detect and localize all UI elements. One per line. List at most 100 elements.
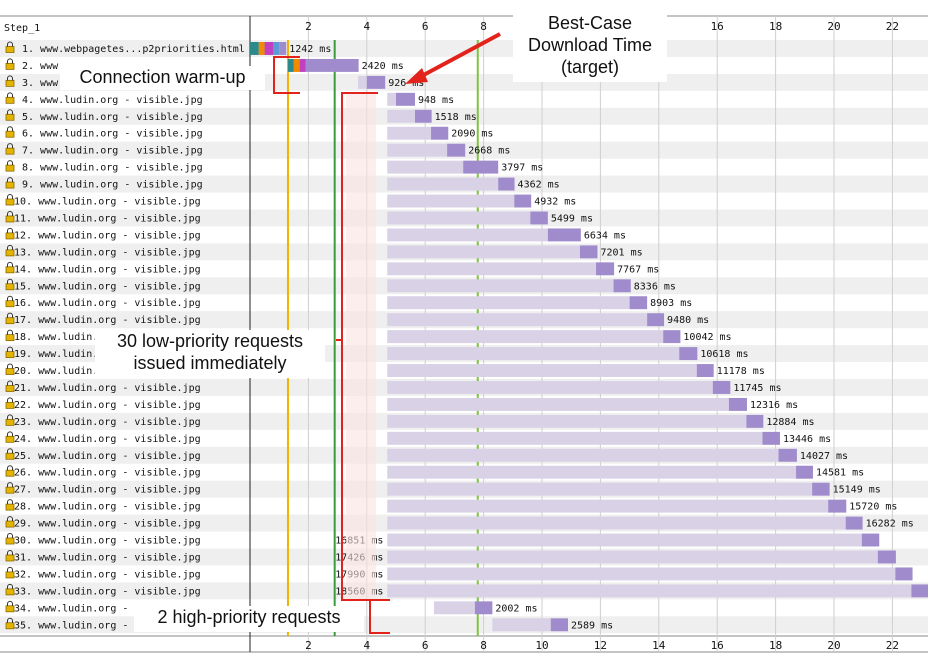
lock-icon bbox=[5, 571, 15, 579]
request-label: 14. www.ludin.org - visible.jpg bbox=[14, 264, 201, 275]
tick-label-top: 2 bbox=[305, 20, 312, 33]
lock-shackle bbox=[7, 143, 13, 149]
bar-wait bbox=[387, 313, 648, 327]
lock-shackle bbox=[7, 194, 13, 200]
bar-download bbox=[414, 109, 432, 123]
lock-icon bbox=[5, 113, 15, 121]
best-case-line3: (target) bbox=[560, 57, 620, 77]
high-priority-callout: 2 high-priority requests bbox=[134, 606, 364, 632]
low-priority-bracket bbox=[341, 92, 378, 601]
request-label: 21. www.ludin.org - visible.jpg bbox=[14, 383, 201, 394]
bar-download bbox=[696, 364, 714, 377]
bar-download bbox=[498, 177, 515, 191]
row-shade bbox=[0, 40, 928, 57]
lock-icon bbox=[5, 503, 15, 511]
lock-shackle bbox=[7, 295, 13, 301]
request-label: 25. www.ludin.org - visible.jpg bbox=[14, 451, 201, 462]
lock-shackle bbox=[7, 448, 13, 454]
bar-download bbox=[474, 601, 493, 615]
lock-shackle bbox=[7, 499, 13, 505]
duration-label: 14581 ms bbox=[816, 468, 864, 479]
bar-wait bbox=[433, 601, 475, 615]
request-label: 13. www.ludin.org - visible.jpg bbox=[14, 247, 201, 258]
bar-wait bbox=[387, 160, 464, 174]
lock-icon bbox=[5, 385, 15, 392]
tick-label-top: 16 bbox=[711, 20, 724, 33]
duration-label: 11745 ms bbox=[733, 383, 781, 394]
tick-label-bottom: 14 bbox=[652, 639, 666, 652]
lock-shackle bbox=[7, 41, 13, 47]
lock-shackle bbox=[7, 261, 13, 267]
lock-shackle bbox=[7, 312, 13, 318]
tick-label-bottom: 12 bbox=[594, 639, 607, 652]
duration-label: 2002 ms bbox=[495, 603, 537, 614]
lock-shackle bbox=[7, 397, 13, 403]
duration-label: 7767 ms bbox=[617, 264, 659, 275]
bar-wait bbox=[387, 516, 846, 530]
lock-shackle bbox=[7, 617, 13, 623]
bar-download bbox=[911, 584, 928, 598]
tick-label-bottom: 20 bbox=[827, 639, 840, 652]
tick-label-bottom: 4 bbox=[363, 639, 370, 652]
bar-download bbox=[366, 75, 386, 89]
bar-download bbox=[812, 482, 830, 496]
lock-icon bbox=[5, 588, 15, 596]
lock-icon bbox=[5, 469, 15, 477]
lock-shackle bbox=[7, 244, 13, 250]
lock-icon bbox=[5, 130, 15, 138]
lock-icon bbox=[5, 46, 15, 53]
bar-download bbox=[796, 465, 813, 479]
bar-wait bbox=[387, 381, 713, 394]
lock-icon bbox=[5, 368, 15, 375]
request-label: 24. www.ludin.org - visible.jpg bbox=[14, 434, 201, 445]
bar-wait bbox=[387, 262, 597, 276]
tick-label-top: 4 bbox=[363, 20, 370, 33]
request-label: 26. www.ludin.org - visible.jpg bbox=[14, 468, 201, 479]
bar-download bbox=[845, 516, 863, 530]
lock-shackle bbox=[7, 516, 13, 522]
duration-label: 5499 ms bbox=[551, 213, 593, 224]
lock-shackle bbox=[7, 549, 13, 555]
lock-shackle bbox=[7, 278, 13, 284]
duration-label: 7201 ms bbox=[600, 247, 642, 258]
request-label: 1. www.webpagetes...p2priorities.html bbox=[22, 44, 245, 55]
duration-label: 6634 ms bbox=[584, 230, 626, 241]
bar-wait bbox=[387, 499, 829, 513]
bar-wait bbox=[387, 414, 747, 428]
bar-phase-ssl bbox=[264, 42, 274, 55]
lock-shackle bbox=[7, 210, 13, 216]
lock-icon bbox=[5, 266, 15, 274]
bar-download bbox=[305, 58, 359, 72]
duration-label: 948 ms bbox=[418, 95, 454, 106]
warmup-callout: Connection warm-up bbox=[60, 66, 265, 90]
lock-shackle bbox=[7, 75, 13, 81]
duration-label: 8336 ms bbox=[634, 281, 676, 292]
request-label: 10. www.ludin.org - visible.jpg bbox=[14, 197, 201, 208]
bar-download bbox=[613, 279, 631, 293]
lock-shackle bbox=[7, 92, 13, 98]
request-label: 33. www.ludin.org - visible.jpg bbox=[14, 586, 201, 597]
duration-label: 10042 ms bbox=[683, 332, 731, 343]
request-label: 28. www.ludin.org - visible.jpg bbox=[14, 502, 201, 513]
bar-wait bbox=[358, 75, 367, 89]
tick-label-bottom: 18 bbox=[769, 639, 782, 652]
duration-label: 8903 ms bbox=[650, 298, 692, 309]
lock-icon bbox=[5, 537, 15, 545]
request-label: 20. www.ludin.o... bbox=[14, 366, 122, 377]
bar-wait bbox=[387, 279, 614, 293]
duration-label: 15720 ms bbox=[849, 502, 897, 513]
request-label: 19. www.ludin... bbox=[14, 349, 110, 360]
lock-icon bbox=[5, 334, 15, 342]
duration-label: 2668 ms bbox=[468, 146, 510, 157]
bar-wait bbox=[387, 347, 680, 361]
bar-download bbox=[396, 92, 415, 106]
top-axis-band bbox=[0, 16, 928, 38]
low-priority-line2: issued immediately bbox=[133, 353, 287, 373]
bar-download bbox=[828, 499, 847, 513]
lock-shackle bbox=[7, 58, 13, 64]
lock-icon bbox=[5, 63, 15, 70]
request-label: 6. www.ludin.org - visible.jpg bbox=[22, 129, 203, 140]
bar-download bbox=[712, 381, 731, 394]
